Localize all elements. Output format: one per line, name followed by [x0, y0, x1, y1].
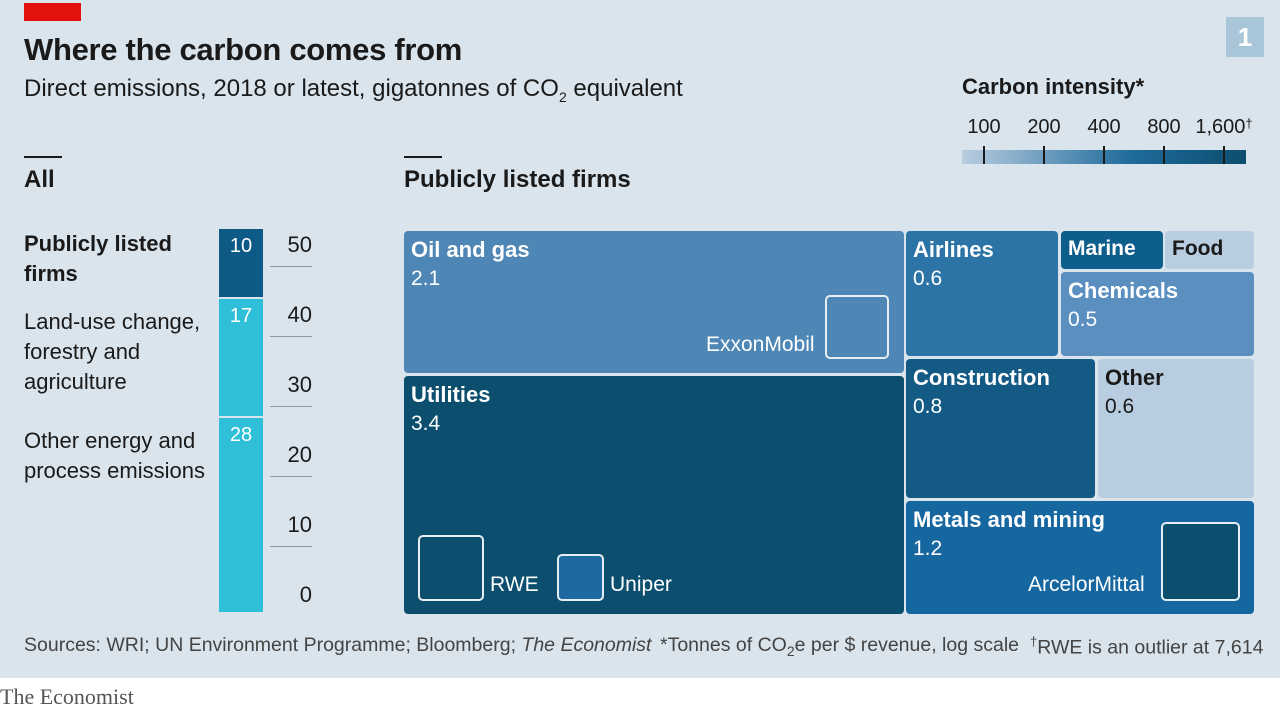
chart-subtitle: Direct emissions, 2018 or latest, gigato…	[24, 75, 683, 105]
axis-gridline	[270, 336, 312, 337]
tile-name: Other	[1105, 365, 1164, 390]
footnote-outlier: †RWE is an outlier at 7,614	[1030, 634, 1263, 660]
legend-tick-text: 1,600	[1195, 116, 1246, 138]
sources-note: Sources: WRI; UN Environment Programme; …	[24, 634, 651, 657]
footnote-text: RWE is an outlier at 7,614	[1037, 636, 1264, 659]
axis-gridline	[270, 406, 312, 407]
tile-name: Food	[1172, 237, 1224, 260]
tile-name: Marine	[1068, 237, 1136, 260]
firm-box-uniper	[557, 554, 604, 601]
tile-marine: Marine	[1061, 231, 1163, 269]
footnote-intensity: *Tonnes of CO2e per $ revenue, log scale	[660, 634, 1019, 659]
tile-chemicals: Chemicals 0.5	[1061, 272, 1254, 356]
footnote-text: *Tonnes of CO	[660, 634, 787, 656]
tile-value: 0.8	[913, 395, 943, 418]
section-rule	[404, 156, 442, 158]
axis-gridline	[270, 546, 312, 547]
tile-name: Metals and mining	[913, 507, 1105, 532]
legend-tick	[1163, 146, 1165, 164]
tile-food: Food	[1165, 231, 1254, 269]
tile-name: Utilities	[411, 382, 491, 407]
tile-value: 0.6	[1105, 395, 1135, 418]
bar-segment: 28	[219, 418, 263, 612]
footnote-subscript: 2	[786, 642, 795, 659]
legend-tick-label: 800	[1147, 116, 1181, 138]
all-panel-title: All	[24, 166, 55, 193]
tile-name: Chemicals	[1068, 278, 1179, 303]
firm-name-rwe: RWE	[490, 573, 539, 596]
legend-tick-label: 100	[967, 116, 1001, 138]
axis-tick-label: 20	[287, 442, 312, 467]
legend-tick	[1103, 146, 1105, 164]
all-label-land-use: Land-use change, forestry and agricultur…	[24, 309, 201, 394]
brand-logo: The Economist	[0, 684, 134, 709]
axis-tick-label: 10	[287, 512, 312, 537]
tile-value: 1.2	[913, 537, 943, 560]
axis-tick-label: 30	[287, 372, 312, 397]
axis-gridline	[270, 266, 312, 267]
treemap-panel-title: Publicly listed firms	[404, 166, 631, 193]
firm-name-uniper: Uniper	[610, 573, 672, 596]
sources-text: Sources: WRI; UN Environment Programme; …	[24, 634, 522, 656]
legend-tick	[1223, 146, 1225, 164]
tile-airlines: Airlines 0.6	[906, 231, 1058, 356]
tile-value: 0.5	[1068, 308, 1098, 331]
tile-value: 3.4	[411, 412, 441, 435]
sources-italic: The Economist	[521, 634, 652, 656]
bar-segment: 17	[219, 299, 263, 416]
all-label-listed: Publicly listed firms	[24, 231, 172, 286]
chart-canvas: Where the carbon comes from Direct emiss…	[0, 0, 1280, 678]
legend-tick-label-last: 1,600†	[1195, 116, 1252, 139]
bar-segment-value: 28	[229, 424, 253, 446]
chart-title: Where the carbon comes from	[24, 32, 463, 67]
legend-tick	[983, 146, 985, 164]
tile-name: Construction	[913, 365, 1050, 390]
footnote-text-end: e per $ revenue, log scale	[794, 634, 1020, 656]
firm-box-rwe	[418, 535, 484, 601]
legend-tick-label: 200	[1027, 116, 1061, 138]
tile-other: Other 0.6	[1098, 359, 1254, 498]
legend-tick-label: 400	[1087, 116, 1121, 138]
subtitle-text: Direct emissions, 2018 or latest, gigato…	[24, 75, 559, 102]
tile-name: Airlines	[913, 237, 994, 262]
chart-number-badge: 1	[1226, 17, 1264, 57]
brand-red-bar	[24, 3, 81, 21]
axis-tick-label: 40	[287, 302, 312, 327]
bar-segment-value: 10	[229, 235, 253, 257]
tile-oil-and-gas: Oil and gas 2.1	[404, 231, 904, 373]
axis-tick-label: 0	[299, 582, 312, 607]
firm-name-arcelormittal: ArcelorMittal	[1028, 573, 1145, 596]
subtitle-text-end: equivalent	[566, 75, 683, 102]
bar-segment-value: 17	[229, 305, 253, 327]
legend-title: Carbon intensity*	[962, 74, 1145, 99]
subtitle-subscript: 2	[558, 88, 567, 105]
axis-tick-label: 50	[287, 232, 312, 257]
firm-box-exxonmobil	[825, 295, 889, 359]
tile-utilities: Utilities 3.4	[404, 376, 904, 614]
tile-value: 2.1	[411, 267, 441, 290]
bar-segment: 10	[219, 229, 263, 297]
firm-box-arcelormittal	[1161, 522, 1240, 601]
tile-value: 0.6	[913, 267, 943, 290]
tile-name: Oil and gas	[411, 237, 530, 262]
legend-dagger: †	[1245, 116, 1253, 131]
firm-name-exxonmobil: ExxonMobil	[706, 333, 815, 356]
footnote-dagger: †	[1030, 634, 1038, 649]
section-rule	[24, 156, 62, 158]
tile-construction: Construction 0.8	[906, 359, 1095, 498]
axis-gridline	[270, 476, 312, 477]
all-label-other-energy: Other energy and process emissions	[24, 428, 205, 483]
legend-tick	[1043, 146, 1045, 164]
